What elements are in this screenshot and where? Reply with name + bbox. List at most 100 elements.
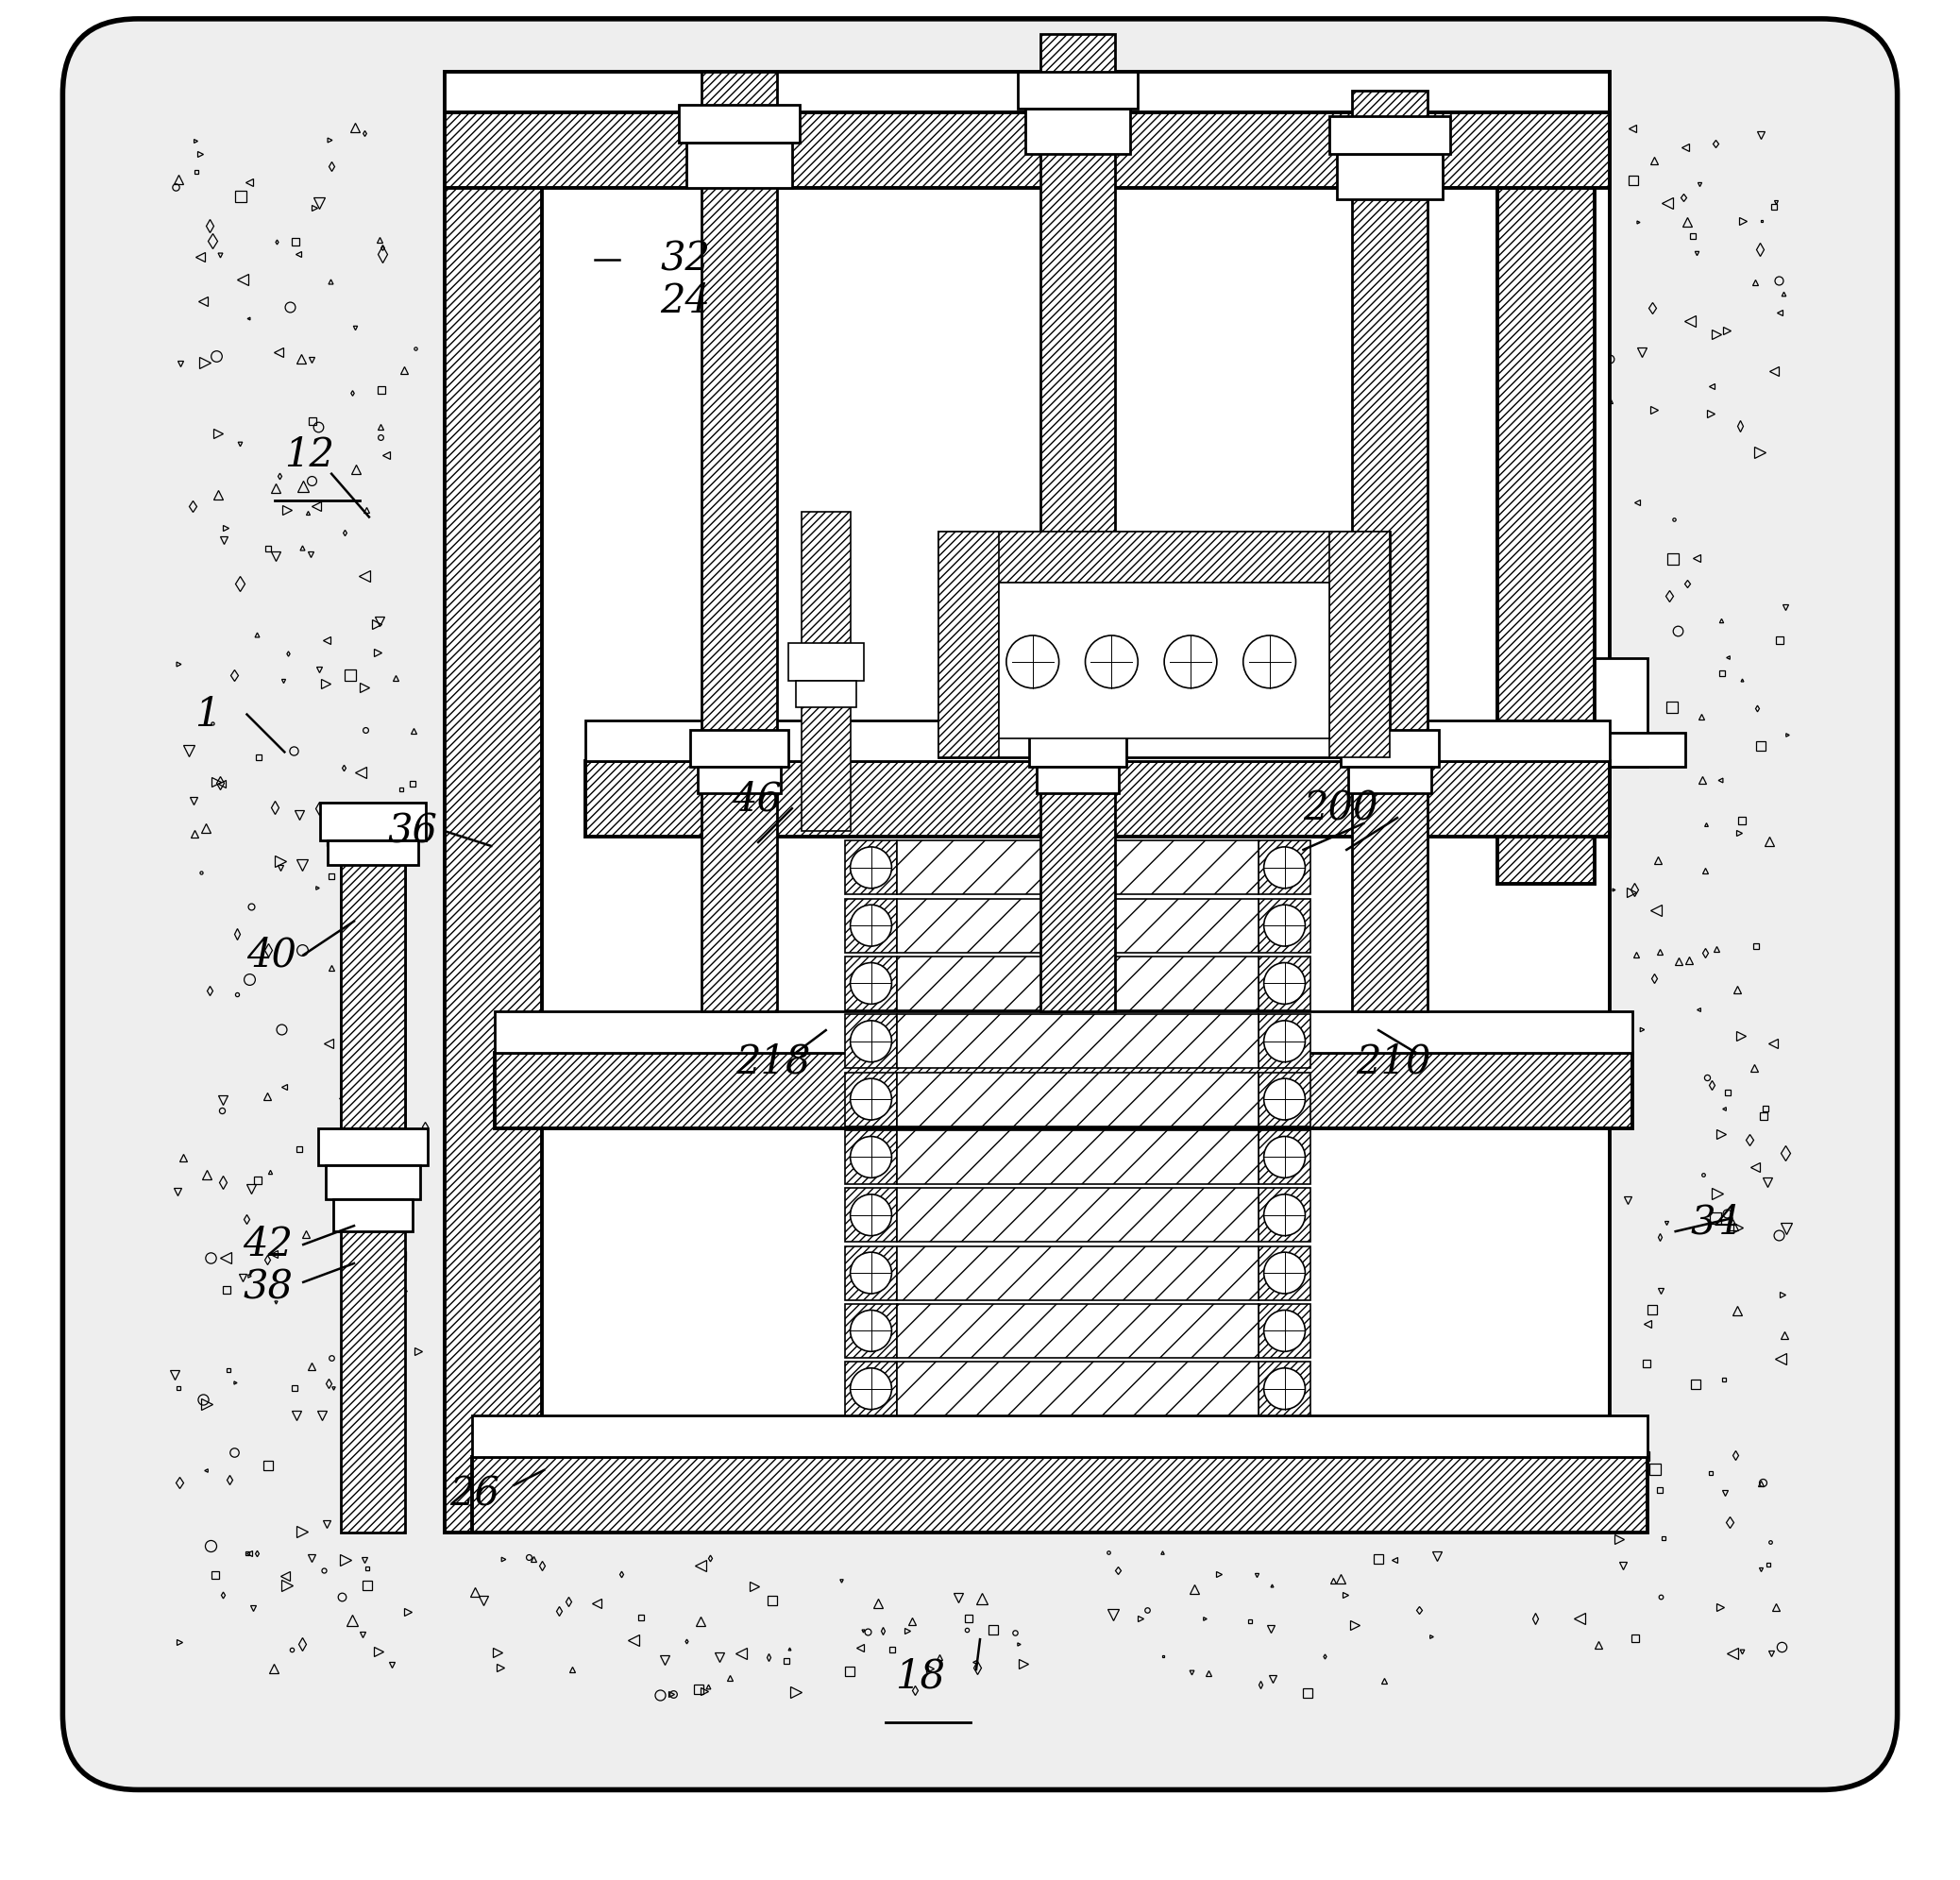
Bar	[445, 113, 543, 1532]
Circle shape	[851, 1194, 892, 1235]
Bar	[1352, 90, 1427, 1011]
Bar	[680, 105, 800, 143]
Polygon shape	[898, 957, 1258, 1010]
Bar	[472, 1416, 1646, 1457]
Bar	[472, 1457, 1646, 1532]
Bar	[845, 840, 898, 895]
Bar	[939, 532, 1390, 758]
Bar	[845, 1130, 898, 1184]
Polygon shape	[898, 1305, 1258, 1357]
Circle shape	[851, 1310, 892, 1352]
Bar	[1017, 71, 1139, 109]
Bar	[1348, 767, 1431, 793]
Bar	[341, 818, 406, 1532]
Text: 210: 210	[1356, 1042, 1431, 1083]
Bar	[698, 767, 780, 793]
Bar	[845, 1188, 898, 1243]
Bar	[788, 643, 864, 681]
Bar	[802, 511, 851, 831]
Circle shape	[851, 963, 892, 1004]
Circle shape	[1264, 963, 1305, 1004]
Bar	[845, 1015, 898, 1068]
Circle shape	[851, 1079, 892, 1120]
Bar	[319, 803, 425, 840]
Text: 200: 200	[1303, 788, 1378, 829]
Circle shape	[851, 1021, 892, 1062]
Bar	[586, 720, 1609, 761]
Bar	[327, 840, 417, 865]
Circle shape	[1264, 904, 1305, 946]
Bar	[318, 1128, 427, 1166]
Text: 40: 40	[247, 934, 296, 976]
Text: 1: 1	[194, 694, 220, 735]
Bar	[845, 1246, 898, 1299]
Bar	[445, 113, 1609, 188]
Bar	[1258, 840, 1311, 895]
Polygon shape	[898, 1361, 1258, 1416]
Circle shape	[1086, 635, 1139, 688]
Bar	[1337, 154, 1443, 199]
Text: 36: 36	[388, 810, 437, 852]
Bar	[1341, 729, 1439, 767]
Polygon shape	[898, 1072, 1258, 1126]
Bar	[325, 1166, 419, 1199]
Bar	[1258, 899, 1311, 953]
Bar	[702, 71, 776, 1011]
Text: 46: 46	[731, 778, 782, 820]
Circle shape	[1264, 1136, 1305, 1177]
Bar	[845, 1305, 898, 1357]
Circle shape	[1243, 635, 1296, 688]
Bar	[1258, 1130, 1311, 1184]
Text: 32: 32	[661, 239, 710, 280]
Polygon shape	[898, 1188, 1258, 1243]
Bar	[1041, 34, 1115, 1011]
Polygon shape	[898, 1130, 1258, 1184]
Circle shape	[1264, 1079, 1305, 1120]
Circle shape	[1264, 1369, 1305, 1410]
Text: 26: 26	[451, 1474, 500, 1515]
Circle shape	[1005, 635, 1058, 688]
Bar	[445, 71, 1609, 113]
Bar	[496, 1053, 1633, 1128]
Bar	[1497, 188, 1595, 884]
Bar	[1258, 1246, 1311, 1299]
Bar	[1258, 1072, 1311, 1126]
Bar	[1595, 658, 1646, 767]
Bar	[1025, 109, 1131, 154]
Bar	[939, 532, 1390, 583]
Bar	[845, 899, 898, 953]
Bar	[1000, 583, 1329, 739]
Bar	[690, 729, 788, 767]
Bar	[1258, 1188, 1311, 1243]
Bar	[1258, 957, 1311, 1010]
Text: 24: 24	[661, 280, 710, 321]
Circle shape	[1164, 635, 1217, 688]
Text: 18: 18	[896, 1656, 945, 1698]
Bar	[1595, 733, 1686, 767]
Bar	[845, 957, 898, 1010]
Bar	[1258, 1305, 1311, 1357]
Text: 38: 38	[243, 1267, 294, 1308]
Bar	[796, 681, 857, 707]
Polygon shape	[898, 1015, 1258, 1068]
Circle shape	[1264, 1021, 1305, 1062]
Polygon shape	[898, 899, 1258, 953]
Bar	[1029, 729, 1127, 767]
Bar	[586, 761, 1609, 837]
Bar	[445, 113, 1609, 1532]
Bar	[1329, 117, 1450, 154]
Circle shape	[1264, 846, 1305, 887]
Circle shape	[851, 1136, 892, 1177]
Text: 12: 12	[284, 434, 335, 476]
Bar	[845, 1072, 898, 1126]
Bar	[939, 532, 1000, 758]
Bar	[686, 143, 792, 188]
Polygon shape	[898, 840, 1258, 895]
Bar	[1037, 767, 1119, 793]
Text: 42: 42	[243, 1224, 294, 1265]
Polygon shape	[898, 1246, 1258, 1299]
Circle shape	[1264, 1310, 1305, 1352]
Bar	[1258, 1015, 1311, 1068]
Circle shape	[851, 904, 892, 946]
Bar	[1258, 1361, 1311, 1416]
